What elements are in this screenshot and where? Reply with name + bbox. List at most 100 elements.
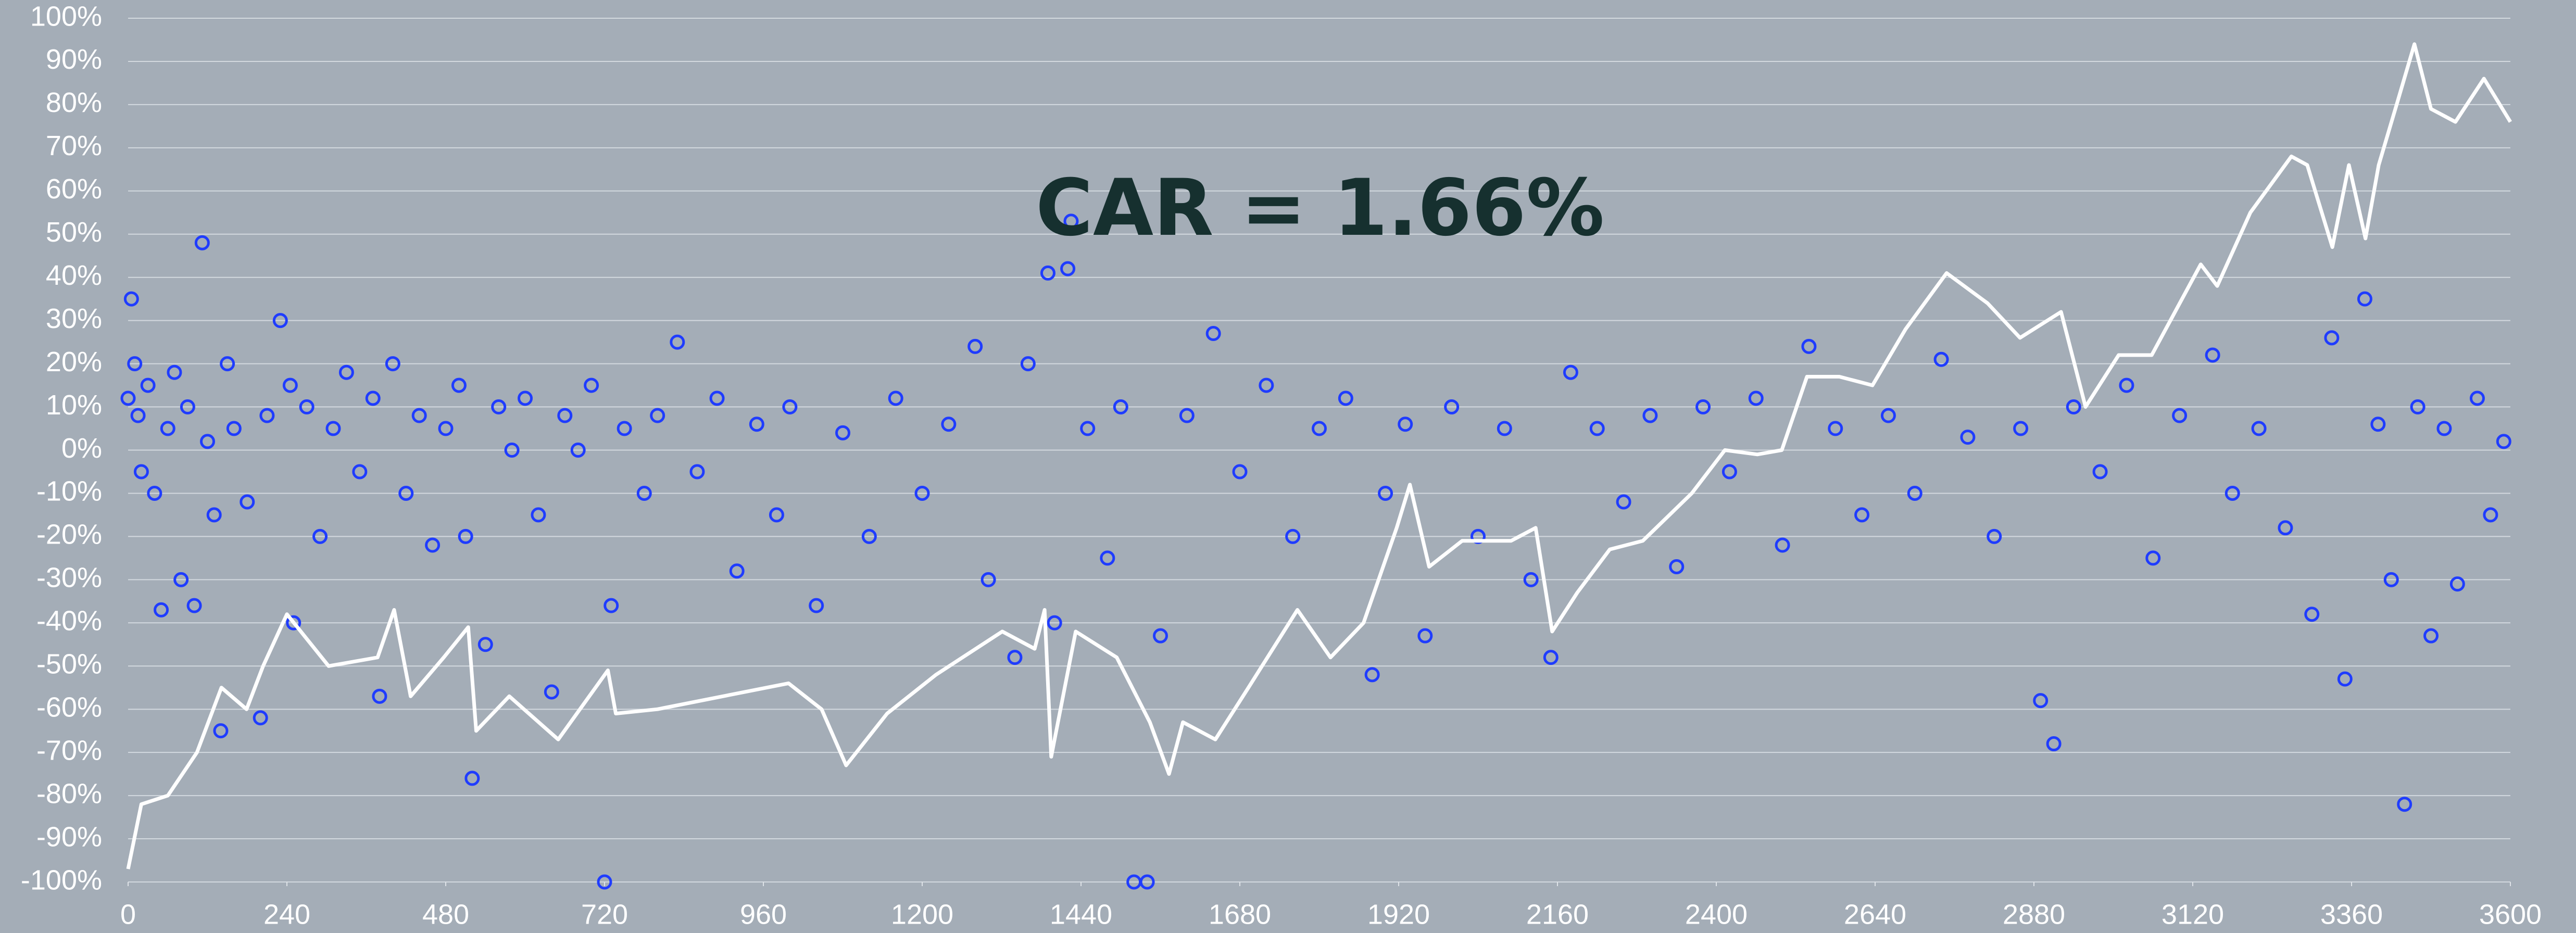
data-point bbox=[2251, 421, 2267, 436]
data-point bbox=[2225, 485, 2240, 501]
x-tick-label: 960 bbox=[740, 899, 787, 930]
data-point bbox=[2469, 390, 2485, 406]
data-point bbox=[2496, 434, 2511, 449]
data-point bbox=[226, 421, 242, 436]
data-point bbox=[604, 598, 619, 613]
data-point bbox=[782, 399, 798, 415]
data-point bbox=[981, 572, 996, 587]
data-point bbox=[2033, 693, 2049, 709]
data-point bbox=[1471, 528, 1486, 544]
data-point bbox=[167, 364, 182, 380]
data-point bbox=[1063, 213, 1079, 229]
x-tick-label: 2160 bbox=[1526, 899, 1589, 930]
data-point bbox=[200, 434, 215, 449]
data-point bbox=[2013, 421, 2029, 436]
data-point bbox=[2436, 421, 2452, 436]
data-point bbox=[1338, 390, 1353, 406]
data-point bbox=[299, 399, 315, 415]
data-point bbox=[2324, 330, 2340, 346]
y-tick-label: -40% bbox=[36, 606, 102, 637]
x-tick-label: 1920 bbox=[1367, 899, 1430, 930]
data-point bbox=[709, 390, 725, 406]
data-point bbox=[1285, 528, 1301, 544]
x-tick-label: 0 bbox=[120, 899, 136, 930]
data-point bbox=[1312, 421, 1327, 436]
data-point bbox=[2370, 417, 2386, 432]
y-tick-label: 20% bbox=[46, 346, 102, 377]
data-point bbox=[2449, 576, 2465, 592]
data-point bbox=[1007, 650, 1023, 665]
y-tick-label: 80% bbox=[46, 87, 102, 118]
data-point bbox=[398, 485, 414, 501]
data-point bbox=[1378, 485, 1393, 501]
annotation: CAR = 1.66% bbox=[1036, 163, 1604, 254]
data-point bbox=[127, 356, 143, 372]
x-tick-label: 3120 bbox=[2162, 899, 2224, 930]
data-point bbox=[1828, 421, 1843, 436]
data-point bbox=[180, 399, 195, 415]
data-point bbox=[173, 572, 189, 587]
data-point bbox=[213, 723, 229, 739]
y-tick-label: 30% bbox=[46, 303, 102, 334]
x-tick-label: 2400 bbox=[1685, 899, 1748, 930]
data-point bbox=[2337, 671, 2353, 687]
data-point bbox=[2357, 291, 2372, 307]
data-point bbox=[425, 537, 441, 553]
data-point bbox=[636, 485, 652, 501]
data-point bbox=[1907, 485, 1922, 501]
x-tick-label: 480 bbox=[422, 899, 469, 930]
data-point bbox=[670, 334, 685, 350]
data-point bbox=[2304, 607, 2320, 622]
data-point bbox=[1047, 615, 1062, 631]
data-point bbox=[2383, 572, 2399, 587]
data-point bbox=[286, 615, 301, 631]
y-tick-label: -30% bbox=[36, 562, 102, 594]
data-point bbox=[2046, 736, 2062, 752]
y-tick-label: -50% bbox=[36, 649, 102, 680]
data-point bbox=[914, 485, 930, 501]
data-point bbox=[1543, 650, 1559, 665]
data-point bbox=[1100, 550, 1115, 566]
y-tick-label: 60% bbox=[46, 173, 102, 205]
data-point bbox=[147, 485, 162, 501]
line bbox=[126, 42, 2512, 869]
y-tick-label: -90% bbox=[36, 821, 102, 852]
data-point bbox=[650, 408, 665, 423]
y-tick-label: -60% bbox=[36, 691, 102, 723]
data-point bbox=[617, 421, 632, 436]
data-point bbox=[1139, 874, 1155, 890]
data-point bbox=[1880, 408, 1896, 423]
data-point bbox=[458, 528, 473, 544]
data-point bbox=[133, 464, 149, 480]
data-point bbox=[769, 507, 784, 523]
data-point bbox=[1775, 537, 1790, 553]
data-point bbox=[1398, 417, 1413, 432]
data-point bbox=[154, 602, 169, 617]
data-point bbox=[557, 408, 573, 423]
data-point bbox=[1060, 261, 1076, 276]
data-point bbox=[2483, 507, 2498, 523]
plot-area bbox=[120, 42, 2512, 890]
axis-labels: -100% -90% -80% -70% -60% -50% -40% -30% -20% -10… bbox=[21, 1, 2542, 930]
data-point bbox=[352, 464, 368, 480]
data-point bbox=[544, 684, 559, 700]
y-tick-label: 100% bbox=[30, 1, 102, 32]
data-point bbox=[2278, 520, 2293, 536]
data-point bbox=[1642, 408, 1658, 423]
data-point bbox=[2172, 408, 2188, 423]
data-point bbox=[749, 417, 764, 432]
data-point bbox=[253, 710, 268, 726]
y-tick-label: 40% bbox=[46, 260, 102, 291]
data-point bbox=[1721, 464, 1737, 480]
data-point bbox=[1040, 265, 1055, 281]
data-point bbox=[2092, 464, 2108, 480]
data-point bbox=[491, 399, 507, 415]
x-tick-label: 2640 bbox=[1844, 899, 1906, 930]
data-point bbox=[1205, 326, 1221, 342]
data-point bbox=[1748, 390, 1764, 406]
data-point bbox=[689, 464, 705, 480]
data-point bbox=[1589, 421, 1605, 436]
x-tick-label: 3360 bbox=[2320, 899, 2383, 930]
data-point bbox=[518, 390, 533, 406]
